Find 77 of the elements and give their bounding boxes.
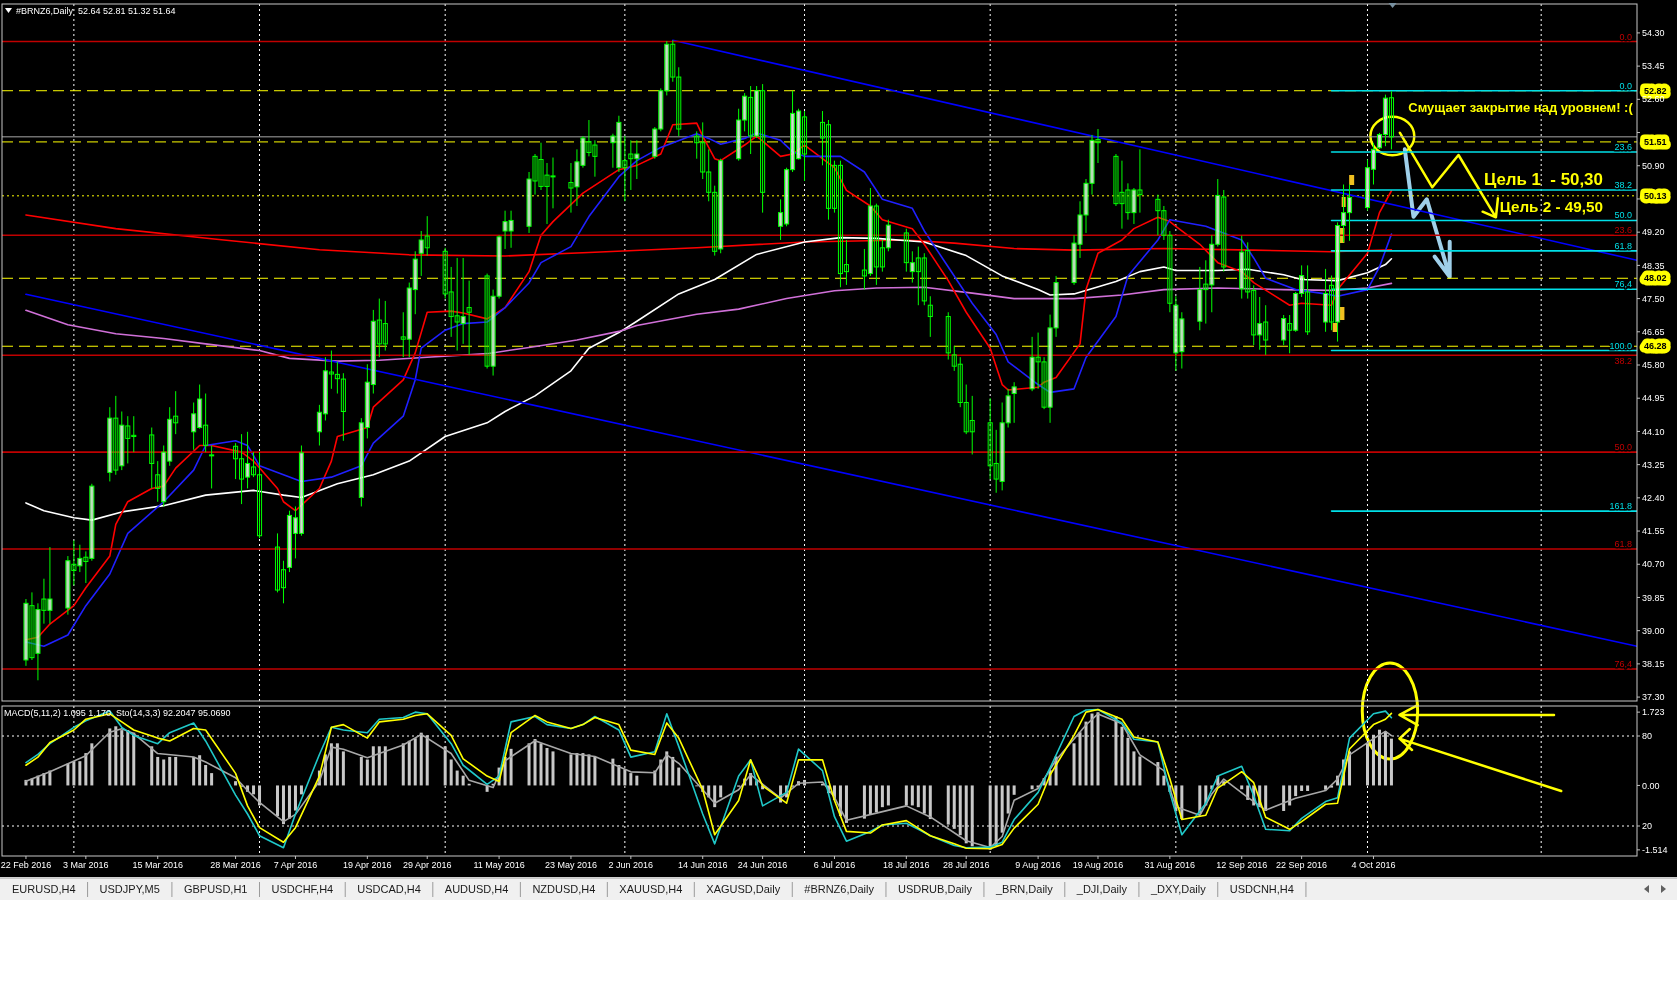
series-label: 61.8 [1614,539,1632,550]
series-label: 38.2 [1614,356,1632,367]
annotation: Цель 1 - 50,30 [1483,169,1603,189]
series-label: 50.0 [1614,210,1632,221]
annotation: Цель 2 - 49,50 [1499,198,1603,216]
y-tick-label: 45.80 [1642,360,1665,371]
y2-tick-label: 20 [1642,821,1653,832]
x-tick-label: 14 Jun 2016 [677,860,728,871]
series-label: 38.2 [1614,179,1632,190]
text: USDCAD,H4 [357,882,421,895]
x-tick-label: 6 Jul 2016 [813,860,856,871]
x-tick-label: 29 Apr 2016 [402,860,452,871]
y-tick-label: 39.00 [1642,625,1665,636]
y-tick-label: 50.90 [1642,160,1665,171]
x-tick-label: 7 Apr 2016 [273,860,318,871]
text: #BRNZ6,Daily [804,882,875,895]
y-tick-label: -1.514 [1642,845,1668,856]
x-tick-label: 11 May 2016 [473,860,525,871]
y-tick-label: 38.15 [1642,659,1665,670]
x-tick-label: 18 Jul 2016 [883,860,930,871]
y-tick-label: 53.45 [1642,61,1665,72]
x-tick-label: 28 Jul 2016 [942,860,990,871]
y-tick-label: 40.70 [1642,559,1665,570]
x-tick-label: 19 Aug 2016 [1072,860,1124,871]
series-label: 23.6 [1614,142,1632,153]
y2-tick-label: 80 [1642,731,1653,742]
y-tick-label: 43.25 [1642,459,1665,470]
x-tick-label: 19 Apr 2016 [343,860,392,871]
y-tick-label: 39.85 [1642,592,1665,603]
series-label: 0.0 [1619,31,1632,42]
y-tick-label: 1.723 [1642,707,1665,718]
series-label: 76,4 [1614,279,1632,290]
x-tick-label: 4 Oct 2016 [1351,860,1396,871]
x-tick-label: 28 Mar 2016 [210,860,261,871]
text: EURUSD,H4 [12,882,76,895]
y-tick-label: 0.00 [1642,780,1660,791]
text: _DXY,Daily [1149,882,1207,895]
x-tick-label: 22 Sep 2016 [1276,860,1328,871]
x-tick-label: 2 Jun 2016 [608,860,654,871]
series-label: 0.0 [1619,80,1632,91]
text: _BRN,Daily [994,882,1054,895]
series-label: 23.6 [1614,225,1632,236]
text: USDCNH,H4 [1229,882,1294,895]
text: USDJPY,M5 [99,882,160,895]
y-tick-label: 48.35 [1642,260,1665,271]
y-tick-label: 47.50 [1642,293,1665,304]
series-label: 161.8 [1609,501,1632,512]
y-tick-label: 42.40 [1642,492,1665,503]
text: AUDUSD,H4 [444,882,509,895]
y-tick-label: 44.10 [1642,426,1665,437]
y-tick-label: 41.55 [1642,526,1665,537]
x-tick-label: 12 Sep 2016 [1216,860,1268,871]
x-tick-label: 24 Jun 2016 [737,860,788,871]
text: NZDUSD,H4 [532,882,596,895]
text: XAUUSD,H4 [619,882,683,895]
x-tick-label: 3 Mar 2016 [63,860,109,871]
text: XAGUSD,Daily [706,882,781,895]
x-tick-label: 23 May 2016 [544,860,597,871]
text: _DJI,Daily [1075,882,1128,895]
x-tick-label: 22 Feb 2016 [0,860,52,871]
series-label: 76,4 [1614,658,1632,669]
x-tick-label: 15 Mar 2016 [132,860,183,871]
series-label: 61.8 [1614,240,1632,251]
chart-title: #BRNZ6,Daily 52.64 52.81 51.32 51.64 [16,6,176,17]
series-label: 100.0 [1609,340,1632,351]
y-tick-label: 54.30 [1642,28,1665,39]
y-tick-label: 49.20 [1642,227,1665,238]
annotation: Смущает закрытие над уровнем! :( [1408,99,1634,115]
text: USDRUB,Daily [897,882,973,895]
text: USDCHF,H4 [271,882,334,895]
x-tick-label: 31 Aug 2016 [1144,860,1196,871]
y-tick-label: 44.95 [1642,393,1665,404]
series-label: 50.0 [1614,442,1632,453]
y-tick-label: 46.65 [1642,326,1665,337]
text: GBPUSD,H1 [183,882,248,895]
x-tick-label: 9 Aug 2016 [1015,860,1061,871]
y-tick-label: 37.30 [1642,692,1665,703]
